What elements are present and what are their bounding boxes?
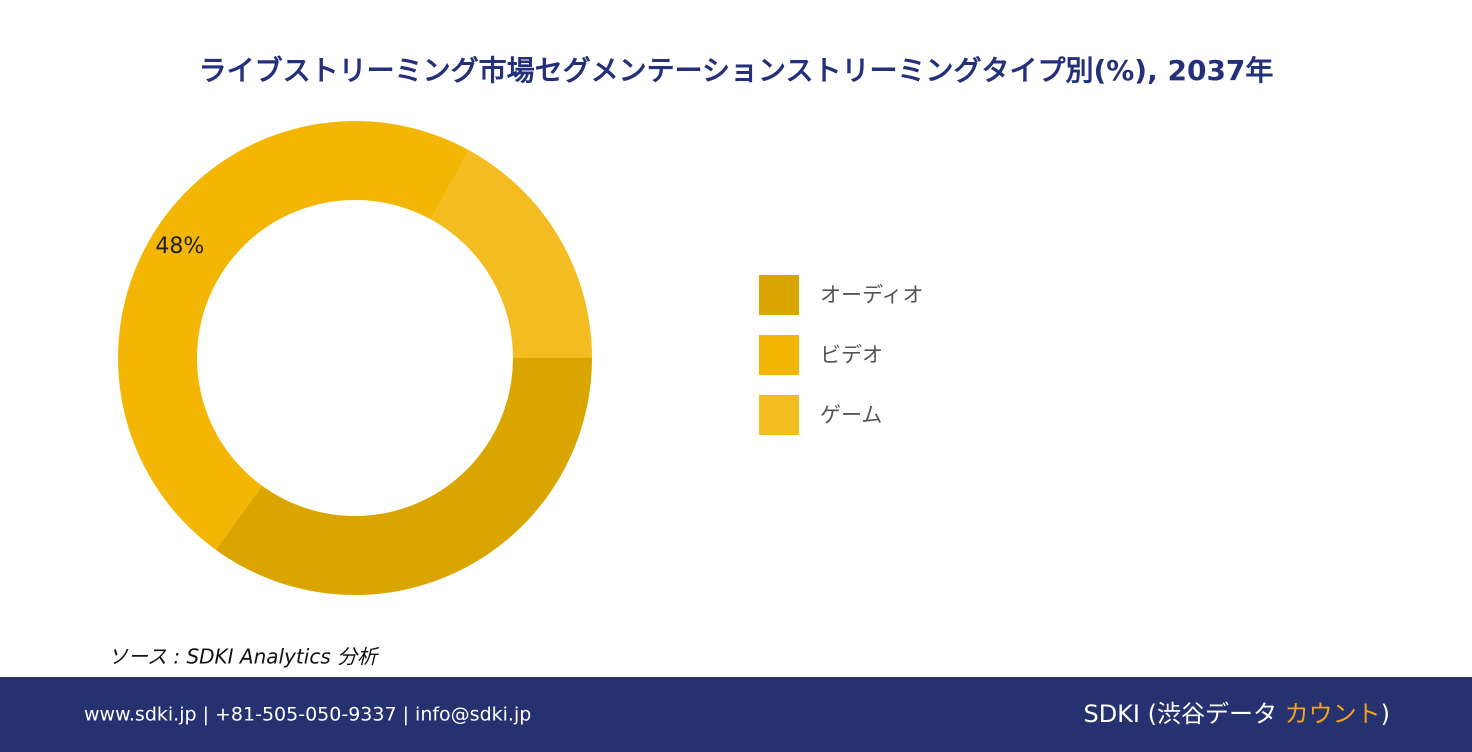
legend-label: オーディオ xyxy=(820,283,924,307)
legend-label: ゲーム xyxy=(820,403,882,427)
footer-brand: SDKI (渋谷データ カウント) xyxy=(1083,700,1390,728)
legend-swatch xyxy=(759,395,799,435)
chart-title: ライブストリーミング市場セグメンテーションストリーミングタイプ別(%), 203… xyxy=(199,54,1274,87)
footer-contact: www.sdki.jp | +81-505-050-9337 | info@sd… xyxy=(84,704,531,726)
segment xyxy=(118,121,470,550)
legend-label: ビデオ xyxy=(820,343,883,367)
source: ソース : SDKI Analytics 分析 xyxy=(108,645,380,669)
segment xyxy=(431,150,592,358)
brand: SDKI (渋谷データ xyxy=(1083,700,1284,728)
brand-highlight: カウント xyxy=(1285,700,1381,728)
footer-band xyxy=(0,677,1472,752)
data-label: 48% xyxy=(155,234,204,259)
brand-end: ) xyxy=(1381,700,1390,728)
legend-swatch xyxy=(759,275,799,315)
segment xyxy=(215,358,593,595)
legend-swatch xyxy=(759,335,799,375)
